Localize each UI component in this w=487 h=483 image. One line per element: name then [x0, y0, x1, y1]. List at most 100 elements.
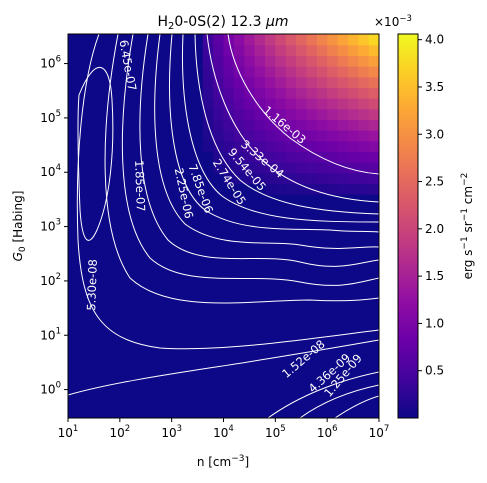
heatmap-cell: [264, 34, 276, 46]
heatmap-cell: [213, 162, 225, 174]
heatmap-cell: [213, 87, 225, 99]
heatmap-cell: [223, 98, 235, 110]
heatmap-cell: [233, 76, 245, 88]
heatmap-cell: [213, 55, 225, 67]
contour-lines: [68, 34, 379, 418]
heatmap-cell: [327, 172, 339, 184]
heatmap-cell: [213, 66, 225, 78]
x-axis-title-base: n [cm: [197, 455, 231, 469]
heatmap-cell: [316, 119, 328, 131]
heatmap-cell: [254, 76, 266, 88]
heatmap-cell: [347, 183, 359, 195]
contour-line: [169, 34, 379, 233]
heatmap-cell: [275, 140, 287, 152]
colorbar-tick-label: 1.5: [425, 269, 444, 283]
heatmap-cell: [358, 55, 370, 67]
heatmap-cell: [244, 34, 256, 46]
heatmap-cell: [254, 34, 266, 46]
heatmap-cell: [358, 162, 370, 174]
heatmap-cell: [275, 183, 287, 195]
heatmap-cell: [285, 130, 297, 142]
y-axis-title: G0 [Habing]: [11, 191, 28, 262]
heatmap-cell: [275, 87, 287, 99]
heatmap-cell: [264, 55, 276, 67]
heatmap-cell: [202, 87, 214, 99]
heatmap-cell: [223, 87, 235, 99]
heatmap-cell: [223, 140, 235, 152]
heatmap-cell: [213, 34, 225, 46]
heatmap-cell: [264, 183, 276, 195]
heatmap-cell: [254, 119, 266, 131]
heatmap-cell: [327, 119, 339, 131]
heatmap-cell: [347, 66, 359, 78]
heatmap-cell: [223, 44, 235, 56]
heatmap-cell: [316, 108, 328, 120]
heatmap-cell: [316, 34, 328, 46]
heatmap-cell: [264, 119, 276, 131]
heatmap-cell: [223, 172, 235, 184]
heatmap-cell: [306, 151, 318, 163]
colorbar-gradient: [397, 33, 419, 419]
heatmap-cell: [264, 98, 276, 110]
heatmap-cell: [347, 151, 359, 163]
heatmap-cell: [285, 162, 297, 174]
heatmap-cell: [296, 172, 308, 184]
heatmap-cell: [316, 151, 328, 163]
heatmap-cell: [296, 183, 308, 195]
heatmap-cell: [347, 87, 359, 99]
heatmap-cell: [368, 162, 379, 174]
heatmap-cell: [223, 76, 235, 88]
heatmap-cell: [337, 151, 349, 163]
heatmap-cell: [306, 98, 318, 110]
heatmap-cell: [358, 44, 370, 56]
colorbar-tick-label: 2.5: [425, 175, 444, 189]
heatmap-cell: [202, 76, 214, 88]
heatmap-cell: [233, 87, 245, 99]
heatmap-cell: [327, 66, 339, 78]
heatmap-cell: [337, 130, 349, 142]
colorbar-tick-label: 3.5: [425, 80, 444, 94]
heatmap-cell: [296, 55, 308, 67]
heatmap-cell: [368, 130, 379, 142]
heatmap-cell: [244, 76, 256, 88]
heatmap-cell: [264, 172, 276, 184]
heatmap-cell: [296, 44, 308, 56]
heatmap-cell: [264, 140, 276, 152]
heatmap-cell: [285, 172, 297, 184]
contour-line: [334, 395, 379, 418]
heatmap-cell: [233, 44, 245, 56]
heatmap-cell: [285, 87, 297, 99]
contour-label: 5.30e-08: [84, 259, 100, 311]
heatmap-cell: [202, 98, 214, 110]
heatmap-cell: [202, 108, 214, 120]
heatmap-cell: [306, 55, 318, 67]
heatmap-cell: [368, 66, 379, 78]
heatmap-cell: [316, 87, 328, 99]
heatmap-cell: [244, 151, 256, 163]
heatmap-cell: [275, 172, 287, 184]
heatmap-cell: [285, 183, 297, 195]
heatmap-cell: [368, 108, 379, 120]
heatmap-cell: [358, 87, 370, 99]
colorbar-multiplier-base: ×10: [374, 15, 399, 29]
heatmap-cell: [275, 119, 287, 131]
contour-line: [104, 34, 379, 304]
heatmap-cell: [244, 98, 256, 110]
heatmap-cell: [347, 140, 359, 152]
heatmap-cell: [347, 98, 359, 110]
heatmap-cell: [296, 98, 308, 110]
heatmap-cell: [296, 87, 308, 99]
heatmap-cell: [233, 55, 245, 67]
contour-line: [227, 34, 379, 175]
heatmap-cell: [358, 130, 370, 142]
heatmap-cell: [327, 55, 339, 67]
heatmap-cell: [296, 162, 308, 174]
heatmap-cell: [296, 119, 308, 131]
heatmap-cell: [358, 183, 370, 195]
heatmap-cell: [213, 151, 225, 163]
heatmap-cell: [327, 151, 339, 163]
x-axis: 101 102 103 104 105 106 107: [58, 418, 389, 440]
colorbar-label: erg s−1 sr−1 cm−2: [460, 173, 475, 280]
heatmap-cell: [296, 130, 308, 142]
heatmap-cell: [306, 76, 318, 88]
